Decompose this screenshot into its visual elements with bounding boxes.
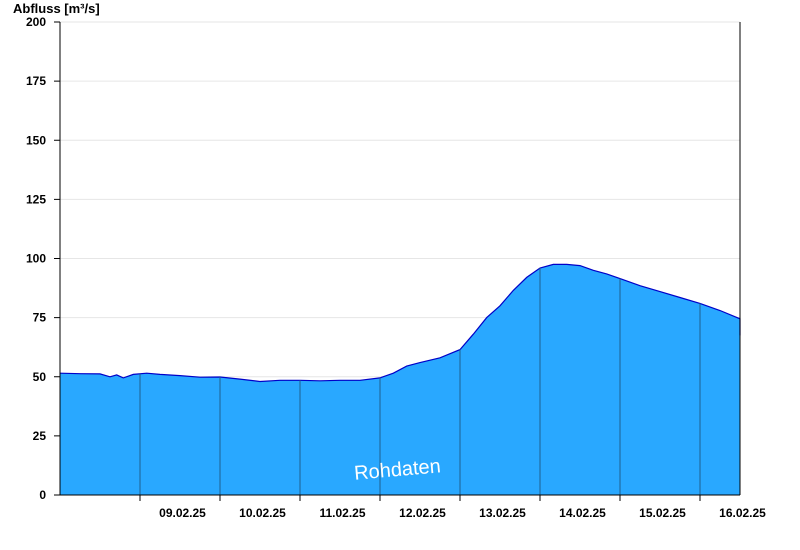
x-tick-label-0: 09.02.25 <box>159 506 206 520</box>
y-tick-label-0: 0 <box>39 488 46 502</box>
y-ticks: 0 25 50 75 100 125 150 175 200 <box>26 15 60 502</box>
y-tick-label-100: 100 <box>26 252 46 266</box>
y-tick-label-150: 150 <box>26 133 46 147</box>
day-dividers <box>139 267 701 495</box>
series-line-0 <box>59 263 741 383</box>
y-tick-label-125: 125 <box>26 192 46 206</box>
x-tick-label-2: 11.02.25 <box>319 506 365 520</box>
y-tick-label-75: 75 <box>33 311 47 325</box>
y-tick-label-25: 25 <box>33 429 47 443</box>
x-tick-label-1: 10.02.25 <box>239 506 286 520</box>
y-tick-label-200: 200 <box>26 15 46 29</box>
x-ticks: 09.02.25 10.02.25 11.02.25 12.02.25 13.02.25… <box>139 495 766 520</box>
y-tick-label-175: 175 <box>26 74 46 88</box>
series-area-0 <box>60 264 740 495</box>
x-tick-label-7: 16.02.25 <box>719 506 766 520</box>
x-tick-label-6: 15.02.25 <box>639 506 686 520</box>
x-tick-label-3: 12.02.25 <box>399 506 446 520</box>
data-area <box>59 263 741 495</box>
y-tick-label-50: 50 <box>33 370 47 384</box>
y-axis-label: Abfluss [m³/s] <box>13 1 100 16</box>
x-tick-label-4: 13.02.25 <box>479 506 526 520</box>
x-tick-label-5: 14.02.25 <box>559 506 606 520</box>
